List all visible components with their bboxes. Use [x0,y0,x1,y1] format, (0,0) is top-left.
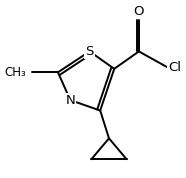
Text: O: O [134,4,144,17]
Text: N: N [65,94,75,107]
Text: S: S [85,45,94,58]
Text: CH₃: CH₃ [5,66,26,79]
Text: Cl: Cl [168,61,181,74]
